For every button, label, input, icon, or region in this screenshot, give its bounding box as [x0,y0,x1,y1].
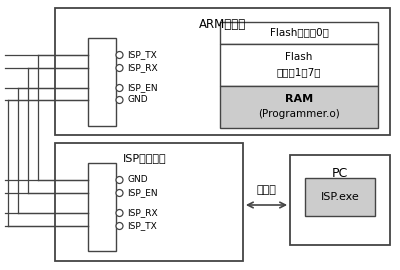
Bar [88,38,116,126]
Text: 电缆线: 电缆线 [256,185,276,195]
Circle shape [116,177,123,184]
Bar [55,143,243,261]
Text: (Programmer.o): (Programmer.o) [258,109,340,119]
Bar [55,8,390,135]
Bar [305,178,375,216]
Text: Flash（扇区0）: Flash（扇区0） [270,27,328,37]
Text: Flash: Flash [285,52,313,62]
Circle shape [116,222,123,230]
Text: ISP_EN: ISP_EN [127,188,158,197]
Text: ISP_EN: ISP_EN [127,83,158,93]
Text: ISP_RX: ISP_RX [127,63,158,73]
Bar [88,163,116,251]
Text: GND: GND [127,176,148,184]
Bar [220,86,378,128]
Circle shape [116,52,123,59]
Text: ISP_TX: ISP_TX [127,50,157,59]
Text: RAM: RAM [285,94,313,104]
Bar [220,44,378,86]
Text: ISP刷写工具: ISP刷写工具 [123,153,167,163]
Circle shape [116,85,123,92]
Text: PC: PC [332,167,348,180]
Circle shape [116,190,123,197]
Text: ISP.exe: ISP.exe [321,192,359,202]
Text: ISP_RX: ISP_RX [127,208,158,218]
Bar [220,22,378,44]
Text: GND: GND [127,96,148,104]
Circle shape [116,210,123,217]
Text: ARM开发板: ARM开发板 [199,18,246,31]
Bar [290,155,390,245]
Circle shape [116,65,123,72]
Circle shape [116,96,123,103]
Text: （扇区1～7）: （扇区1～7） [277,67,321,77]
Text: ISP_TX: ISP_TX [127,221,157,231]
